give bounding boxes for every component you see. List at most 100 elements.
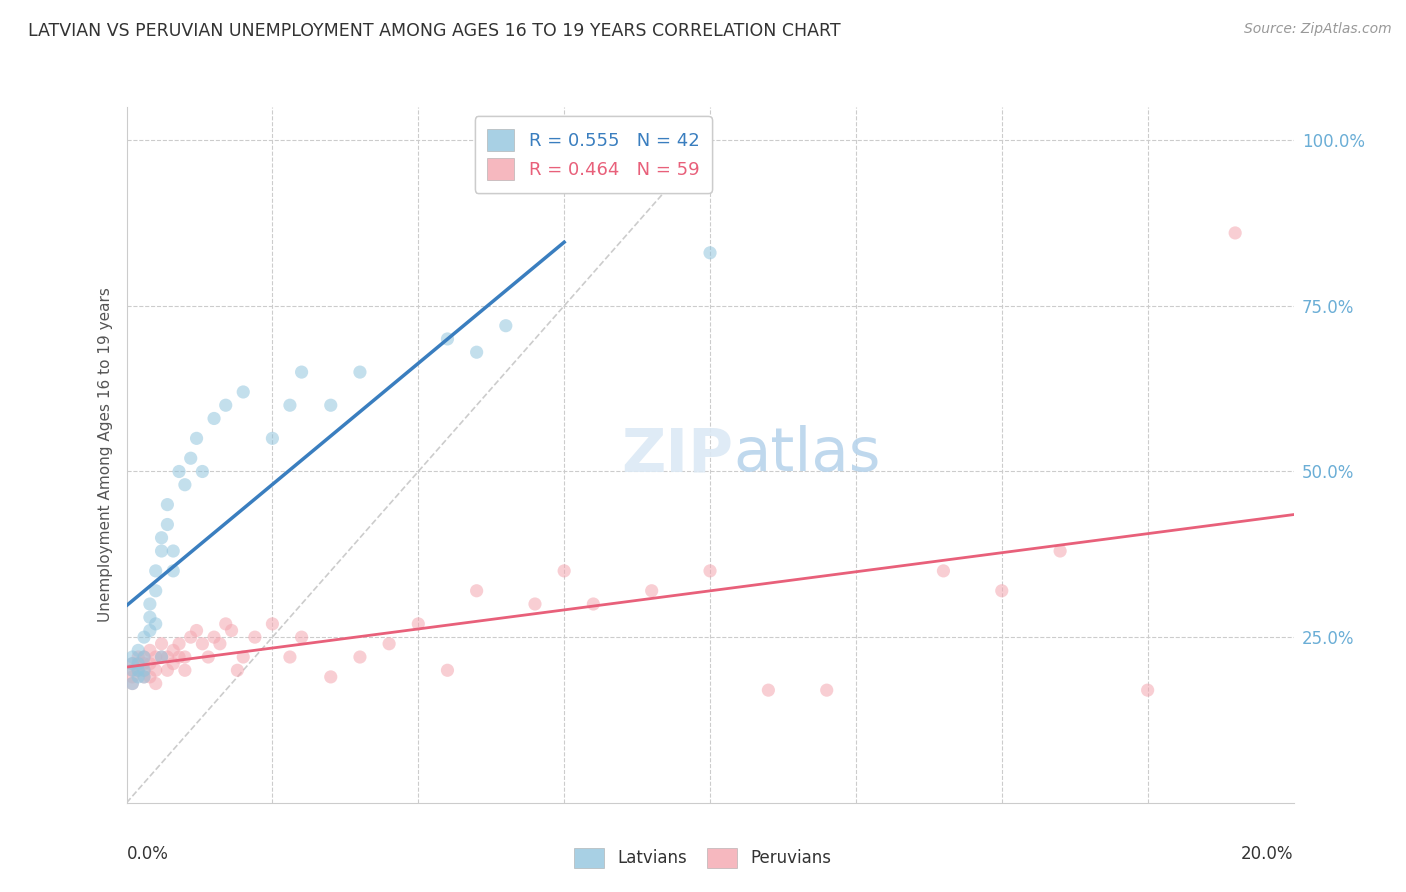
Point	[145, 583, 167, 598]
Text: 20.0%: 20.0%	[1241, 845, 1294, 863]
Point	[553, 564, 575, 578]
Y-axis label: Unemployment Among Ages 16 to 19 years: Unemployment Among Ages 16 to 19 years	[97, 287, 112, 623]
Point	[132, 650, 155, 665]
Point	[191, 465, 214, 479]
Point	[262, 616, 284, 631]
Point	[1136, 683, 1159, 698]
Point	[932, 564, 955, 578]
Point	[127, 657, 149, 671]
Point	[378, 637, 401, 651]
Point	[215, 616, 238, 631]
Point	[1049, 544, 1071, 558]
Point	[162, 564, 184, 578]
Point	[132, 670, 155, 684]
Point	[582, 597, 605, 611]
Point	[121, 657, 143, 671]
Point	[127, 657, 149, 671]
Point	[139, 657, 162, 671]
Text: ZIP: ZIP	[621, 425, 734, 484]
Point	[121, 657, 143, 671]
Point	[349, 365, 371, 379]
Point	[132, 630, 155, 644]
Point	[139, 624, 162, 638]
Point	[191, 637, 214, 651]
Point	[174, 650, 197, 665]
Point	[167, 465, 190, 479]
Text: 0.0%: 0.0%	[127, 845, 169, 863]
Point	[180, 451, 202, 466]
Point	[319, 670, 342, 684]
Point	[640, 583, 664, 598]
Point	[156, 498, 179, 512]
Point	[243, 630, 266, 644]
Point	[408, 616, 430, 631]
Point	[139, 610, 162, 624]
Point	[132, 657, 155, 671]
Point	[132, 670, 155, 684]
Point	[121, 670, 143, 684]
Point	[127, 670, 149, 684]
Point	[162, 643, 184, 657]
Point	[145, 676, 167, 690]
Point	[232, 650, 254, 665]
Point	[232, 384, 254, 399]
Point	[699, 564, 721, 578]
Point	[150, 544, 173, 558]
Point	[121, 650, 143, 665]
Point	[121, 663, 143, 677]
Point	[150, 650, 173, 665]
Point	[167, 637, 190, 651]
Point	[202, 630, 225, 644]
Point	[290, 630, 312, 644]
Point	[990, 583, 1012, 598]
Text: Source: ZipAtlas.com: Source: ZipAtlas.com	[1244, 22, 1392, 37]
Point	[121, 663, 143, 677]
Point	[167, 650, 190, 665]
Point	[215, 398, 238, 412]
Point	[319, 398, 342, 412]
Point	[156, 663, 179, 677]
Point	[156, 517, 179, 532]
Point	[162, 657, 184, 671]
Point	[1223, 226, 1246, 240]
Point	[186, 431, 208, 445]
Point	[139, 597, 162, 611]
Point	[127, 663, 149, 677]
Point	[524, 597, 547, 611]
Point	[495, 318, 517, 333]
Point	[162, 544, 184, 558]
Point	[221, 624, 243, 638]
Point	[127, 650, 149, 665]
Legend: Latvians, Peruvians: Latvians, Peruvians	[568, 841, 838, 875]
Point	[349, 650, 371, 665]
Point	[226, 663, 249, 677]
Point	[132, 663, 155, 677]
Point	[180, 630, 202, 644]
Point	[436, 332, 458, 346]
Point	[186, 624, 208, 638]
Point	[127, 643, 149, 657]
Point	[145, 663, 167, 677]
Text: LATVIAN VS PERUVIAN UNEMPLOYMENT AMONG AGES 16 TO 19 YEARS CORRELATION CHART: LATVIAN VS PERUVIAN UNEMPLOYMENT AMONG A…	[28, 22, 841, 40]
Point	[278, 398, 301, 412]
Point	[121, 676, 143, 690]
Point	[145, 564, 167, 578]
Point	[174, 663, 197, 677]
Point	[132, 663, 155, 677]
Point	[197, 650, 219, 665]
Point	[150, 637, 173, 651]
Point	[208, 637, 231, 651]
Point	[290, 365, 312, 379]
Point	[145, 650, 167, 665]
Point	[465, 345, 488, 359]
Point	[150, 650, 173, 665]
Point	[202, 411, 225, 425]
Point	[174, 477, 197, 491]
Point	[756, 683, 779, 698]
Point	[145, 616, 167, 631]
Point	[465, 583, 488, 598]
Point	[127, 663, 149, 677]
Text: atlas: atlas	[734, 425, 882, 484]
Point	[121, 676, 143, 690]
Point	[139, 643, 162, 657]
